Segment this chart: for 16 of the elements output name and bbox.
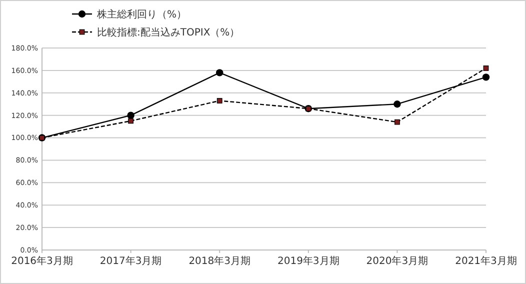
x-tick-label: 2021年3月期 <box>455 255 517 267</box>
point <box>482 74 490 81</box>
legend-label: 株主総利回り（%） <box>96 8 187 20</box>
point <box>127 112 134 119</box>
x-tick-label: 2020年3月期 <box>366 255 428 267</box>
point <box>483 66 489 71</box>
x-tick-label: 2016年3月期 <box>11 255 73 267</box>
legend-label: 比較指標:配当込みTOPIX（%） <box>97 26 240 38</box>
point <box>216 98 222 104</box>
x-tick-label: 2019年3月期 <box>277 255 340 267</box>
point <box>394 100 401 108</box>
x-tick-label: 2017年3月期 <box>100 255 162 267</box>
x-tick-label: 2018年3月期 <box>188 255 251 267</box>
point <box>394 119 400 125</box>
point <box>216 69 224 76</box>
point <box>128 118 134 124</box>
